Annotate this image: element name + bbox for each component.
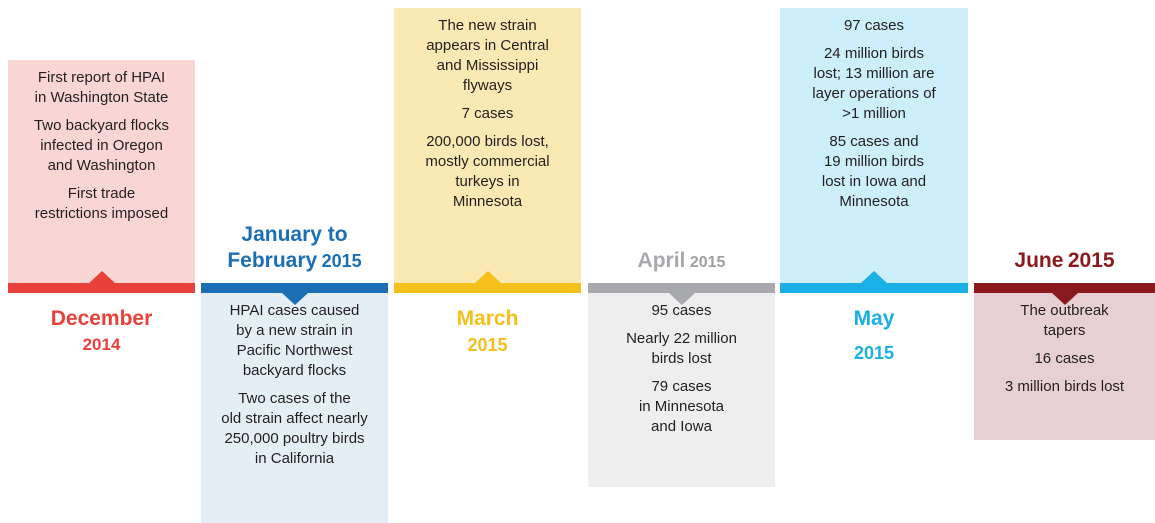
event-line: 79 cases bbox=[651, 378, 712, 395]
event-item: The outbreak tapers bbox=[980, 301, 1149, 341]
period-label: May 2015 bbox=[789, 307, 959, 373]
event-line: in Washington State bbox=[34, 89, 169, 106]
event-line: flyways bbox=[462, 77, 513, 94]
period-year: 2015 bbox=[853, 343, 895, 363]
event-item: Nearly 22 million birds lost bbox=[594, 329, 769, 369]
period-label: January to February 2015 bbox=[210, 223, 380, 275]
period-label: June 2015 bbox=[980, 249, 1150, 275]
event-item: The new strain appears in Central and Miss… bbox=[400, 16, 575, 96]
event-item: 7 cases bbox=[400, 104, 575, 124]
event-line: lost; 13 million are bbox=[813, 65, 935, 82]
event-item: First report of HPAI in Washington State bbox=[14, 68, 189, 108]
event-line: infected in Oregon bbox=[40, 137, 163, 154]
event-line: restrictions imposed bbox=[34, 205, 169, 222]
timeline-bar bbox=[201, 283, 388, 293]
period-year: 2015 bbox=[1067, 249, 1115, 272]
event-item: Two cases of the old strain affect nearly… bbox=[207, 389, 382, 469]
event-line: Minnesota bbox=[839, 193, 909, 210]
event-line: Nearly 22 million bbox=[626, 330, 737, 347]
event-line: 95 cases bbox=[651, 302, 712, 319]
event-line: Two cases of the bbox=[238, 390, 351, 407]
period-label: April 2015 bbox=[597, 249, 767, 275]
event-item: 16 cases bbox=[980, 349, 1149, 369]
event-line: 7 cases bbox=[461, 105, 514, 122]
event-item: 97 cases bbox=[786, 16, 962, 36]
timeline-bar bbox=[780, 283, 968, 293]
event-line: 250,000 poultry birds bbox=[224, 430, 365, 447]
period-label: December 2014 bbox=[17, 307, 187, 358]
period-year: 2015 bbox=[467, 335, 508, 355]
event-box: 97 cases 24 million birds lost; 13 million… bbox=[780, 8, 968, 283]
period-month: January to February bbox=[227, 223, 348, 272]
event-item: Two backyard flocks infected in Oregon and… bbox=[14, 116, 189, 176]
event-line: in California bbox=[254, 450, 335, 467]
event-line: 200,000 birds lost, bbox=[426, 133, 549, 150]
event-box: HPAI cases caused by a new strain in Pacif… bbox=[201, 293, 388, 523]
event-line: and Mississippi bbox=[436, 57, 539, 74]
event-line: tapers bbox=[1043, 322, 1086, 339]
pointer bbox=[88, 271, 115, 283]
event-line: in Minnesota bbox=[638, 398, 725, 415]
event-item: 85 cases and 19 million birds lost in Iowa… bbox=[786, 132, 962, 212]
event-item: 3 million birds lost bbox=[980, 377, 1149, 397]
period-year: 2015 bbox=[689, 254, 726, 271]
event-line: 97 cases bbox=[843, 17, 905, 34]
event-line: 24 million birds bbox=[823, 45, 925, 62]
event-line: old strain affect nearly bbox=[221, 410, 368, 427]
event-line: 85 cases and bbox=[829, 133, 919, 150]
period-month: June bbox=[1014, 249, 1064, 272]
event-line: First trade bbox=[67, 185, 136, 202]
event-line: mostly commercial bbox=[425, 153, 550, 170]
event-item: 95 cases bbox=[594, 301, 769, 321]
event-line: Pacific Northwest bbox=[236, 342, 353, 359]
period-month: May bbox=[853, 307, 895, 330]
timeline-bar bbox=[394, 283, 581, 293]
event-line: backyard flocks bbox=[242, 362, 347, 379]
timeline-bar bbox=[8, 283, 195, 293]
timeline-bar bbox=[974, 283, 1155, 293]
event-box: The outbreak tapers 16 cases 3 million bird… bbox=[974, 293, 1155, 440]
pointer bbox=[861, 271, 887, 283]
event-line: The outbreak bbox=[1020, 302, 1109, 319]
pointer bbox=[668, 293, 695, 305]
event-box: The new strain appears in Central and Miss… bbox=[394, 8, 581, 283]
event-line: and Washington bbox=[47, 157, 156, 174]
period-year: 2015 bbox=[321, 251, 362, 271]
event-line: >1 million bbox=[842, 105, 906, 122]
pointer bbox=[281, 293, 308, 305]
event-item: 79 cases in Minnesota and Iowa bbox=[594, 377, 769, 437]
event-line: 16 cases bbox=[1034, 350, 1095, 367]
timeline-bar bbox=[588, 283, 775, 293]
period-label: March 2015 bbox=[403, 307, 573, 359]
event-line: 19 million birds bbox=[823, 153, 925, 170]
period-month: March bbox=[456, 307, 519, 330]
period-month: December bbox=[50, 307, 153, 330]
event-line: appears in Central bbox=[426, 37, 549, 54]
event-line: HPAI cases caused bbox=[229, 302, 360, 319]
event-line: and Iowa bbox=[651, 418, 712, 435]
event-line: Two backyard flocks bbox=[33, 117, 170, 134]
event-box: 95 cases Nearly 22 million birds lost 79 ca… bbox=[588, 293, 775, 487]
event-line: 3 million birds lost bbox=[1004, 378, 1125, 395]
event-line: Minnesota bbox=[452, 193, 523, 210]
pointer bbox=[1051, 293, 1078, 305]
pointer bbox=[474, 271, 501, 283]
event-item: First trade restrictions imposed bbox=[14, 184, 189, 224]
period-month: April bbox=[637, 249, 686, 272]
event-line: by a new strain in bbox=[236, 322, 353, 339]
event-line: lost in Iowa and bbox=[821, 173, 927, 190]
event-line: turkeys in bbox=[455, 173, 520, 190]
event-item: HPAI cases caused by a new strain in Pacif… bbox=[207, 301, 382, 381]
event-box: First report of HPAI in Washington State T… bbox=[8, 60, 195, 283]
event-line: birds lost bbox=[651, 350, 712, 367]
event-line: The new strain bbox=[438, 17, 537, 34]
event-item: 200,000 birds lost, mostly commercial turk… bbox=[400, 132, 575, 212]
event-line: layer operations of bbox=[812, 85, 936, 102]
period-year: 2014 bbox=[82, 335, 121, 354]
event-item: 24 million birds lost; 13 million are laye… bbox=[786, 44, 962, 124]
event-line: First report of HPAI bbox=[37, 69, 166, 86]
